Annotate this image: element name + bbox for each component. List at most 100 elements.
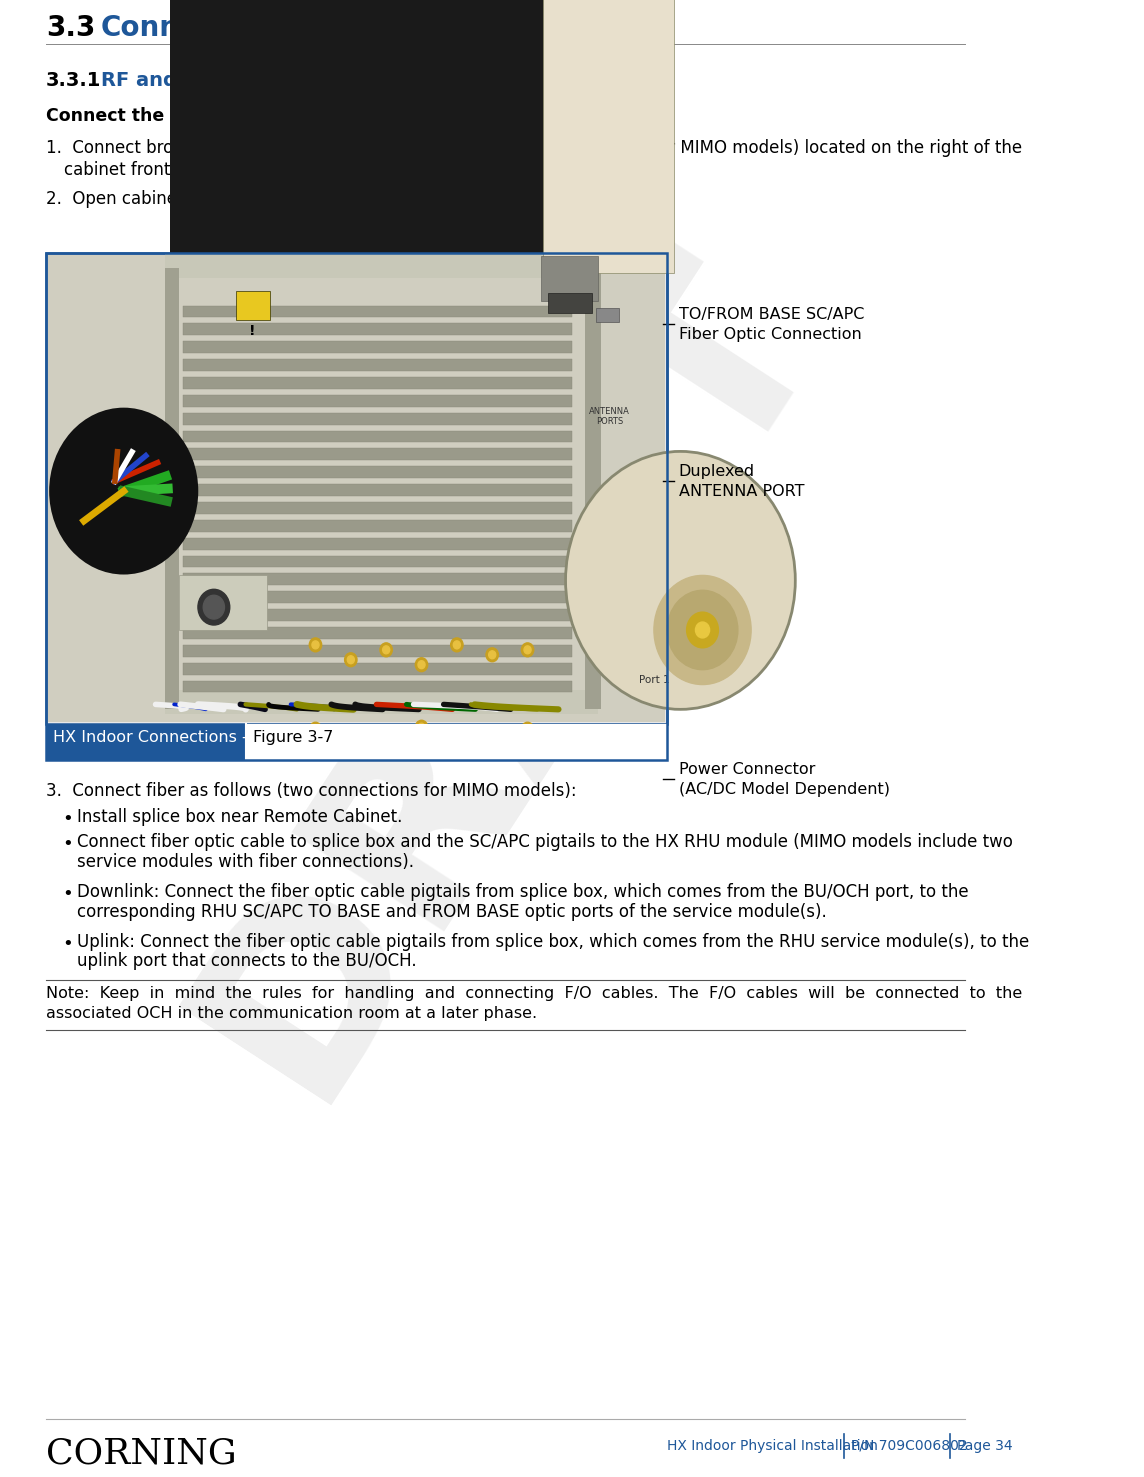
- Text: Connections: Connections: [101, 13, 293, 41]
- Circle shape: [348, 656, 355, 663]
- Text: Note:  Keep  in  mind  the  rules  for  handling  and  connecting  F/O  cables. : Note: Keep in mind the rules for handlin…: [46, 987, 1023, 1001]
- Text: corresponding RHU SC/APC TO BASE and FROM BASE optic ports of the service module: corresponding RHU SC/APC TO BASE and FRO…: [77, 902, 827, 920]
- Circle shape: [418, 724, 426, 731]
- Bar: [541, 256, 598, 301]
- Bar: [183, 306, 572, 318]
- Text: P/N 709C006802: P/N 709C006802: [851, 1439, 968, 1452]
- Bar: [183, 341, 572, 353]
- Circle shape: [344, 653, 357, 666]
- Text: HX Indoor Connections – SISO: HX Indoor Connections – SISO: [53, 730, 293, 746]
- Text: •: •: [62, 809, 72, 827]
- Bar: [183, 663, 572, 675]
- Circle shape: [522, 642, 534, 657]
- Text: DRAFT: DRAFT: [150, 217, 861, 1133]
- Text: uplink port that connects to the BU/OCH.: uplink port that connects to the BU/OCH.: [77, 953, 416, 970]
- Circle shape: [380, 642, 392, 657]
- Text: HX Indoor Physical Installation: HX Indoor Physical Installation: [667, 1439, 879, 1452]
- Bar: [183, 323, 572, 335]
- Circle shape: [198, 589, 230, 625]
- Bar: [183, 645, 572, 657]
- Text: service modules with fiber connections).: service modules with fiber connections).: [77, 854, 414, 871]
- Circle shape: [415, 657, 428, 672]
- Text: (AC/DC Model Dependent): (AC/DC Model Dependent): [678, 781, 890, 796]
- Circle shape: [415, 721, 428, 734]
- Text: Connect the HX Indoor unit RF and Fiber connections as follows: Connect the HX Indoor unit RF and Fiber …: [46, 108, 672, 126]
- Circle shape: [204, 595, 224, 619]
- Bar: [183, 555, 572, 567]
- Bar: [46, 253, 667, 761]
- Bar: [183, 431, 572, 443]
- Circle shape: [51, 409, 196, 573]
- Bar: [183, 449, 572, 461]
- Bar: [46, 724, 667, 761]
- Bar: [183, 538, 572, 549]
- Text: Uplink: Connect the fiber optic cable pigtails from splice box, which comes from: Uplink: Connect the fiber optic cable pi…: [77, 932, 1030, 951]
- Bar: [183, 394, 572, 406]
- Bar: [548, 292, 593, 313]
- Text: associated OCH in the communication room at a later phase.: associated OCH in the communication room…: [46, 1006, 537, 1021]
- Bar: [165, 690, 598, 715]
- Text: TO/FROM BASE SC/APC: TO/FROM BASE SC/APC: [678, 307, 864, 322]
- Circle shape: [486, 648, 499, 662]
- Bar: [183, 467, 572, 479]
- Text: Downlink: Connect the fiber optic cable pigtails from splice box, which comes fr: Downlink: Connect the fiber optic cable …: [77, 883, 969, 901]
- Text: •: •: [62, 935, 72, 953]
- Circle shape: [468, 734, 480, 747]
- Text: cabinet front panel (external). See Figure 3-7.: cabinet front panel (external). See Figu…: [64, 161, 443, 179]
- Circle shape: [312, 641, 319, 648]
- Text: ANTENNA
PORTS: ANTENNA PORTS: [589, 406, 630, 427]
- Bar: [236, 291, 270, 321]
- Bar: [165, 253, 598, 278]
- Circle shape: [565, 452, 795, 709]
- Text: !: !: [249, 325, 256, 338]
- Bar: [183, 628, 572, 640]
- Text: 1.  Connect broadband antenna coax to (duplexed) ANTENNA PORT (two for MIMO mode: 1. Connect broadband antenna coax to (du…: [46, 139, 1022, 157]
- Bar: [183, 591, 572, 603]
- Bar: [183, 573, 572, 585]
- Text: Port 1: Port 1: [638, 675, 669, 685]
- Bar: [183, 609, 572, 620]
- Bar: [178, 576, 267, 631]
- Circle shape: [524, 725, 531, 733]
- Circle shape: [309, 638, 321, 651]
- Text: CORNING: CORNING: [46, 1437, 237, 1471]
- Text: Fiber Optic Connection: Fiber Optic Connection: [678, 328, 861, 343]
- Bar: [183, 681, 572, 693]
- Circle shape: [309, 722, 321, 736]
- Circle shape: [654, 576, 752, 684]
- Text: Page 34: Page 34: [958, 1439, 1012, 1452]
- Bar: [183, 520, 572, 532]
- Text: 2.  Open cabinet door.: 2. Open cabinet door.: [46, 191, 230, 208]
- Circle shape: [522, 722, 534, 736]
- Circle shape: [524, 645, 531, 654]
- Bar: [543, 0, 674, 273]
- Bar: [46, 253, 667, 724]
- Circle shape: [667, 591, 738, 669]
- Text: Power Connector: Power Connector: [678, 762, 815, 777]
- Bar: [585, 267, 601, 709]
- Circle shape: [418, 660, 426, 669]
- Bar: [165, 267, 178, 709]
- Text: Connect fiber optic cable to splice box and the SC/APC pigtails to the HX RHU mo: Connect fiber optic cable to splice box …: [77, 833, 1012, 851]
- Circle shape: [382, 645, 390, 654]
- Circle shape: [312, 725, 319, 733]
- Text: 3.3: 3.3: [46, 13, 95, 41]
- Circle shape: [471, 737, 478, 744]
- Text: Figure 3-7: Figure 3-7: [253, 730, 333, 746]
- Circle shape: [488, 651, 495, 659]
- Bar: [596, 307, 619, 322]
- Text: 3.  Connect fiber as follows (two connections for MIMO models):: 3. Connect fiber as follows (two connect…: [46, 781, 577, 799]
- Text: •: •: [62, 836, 72, 854]
- Circle shape: [365, 736, 372, 743]
- Circle shape: [686, 611, 718, 648]
- Bar: [183, 484, 572, 496]
- Text: 3.3.1: 3.3.1: [46, 71, 102, 90]
- Text: RF and Fiber Connections: RF and Fiber Connections: [101, 71, 382, 90]
- Bar: [246, 724, 667, 761]
- Bar: [48, 256, 666, 722]
- Text: Install splice box near Remote Cabinet.: Install splice box near Remote Cabinet.: [77, 808, 403, 826]
- Text: Duplexed: Duplexed: [678, 464, 755, 479]
- Bar: [183, 377, 572, 388]
- Bar: [169, 0, 594, 273]
- Circle shape: [363, 733, 375, 746]
